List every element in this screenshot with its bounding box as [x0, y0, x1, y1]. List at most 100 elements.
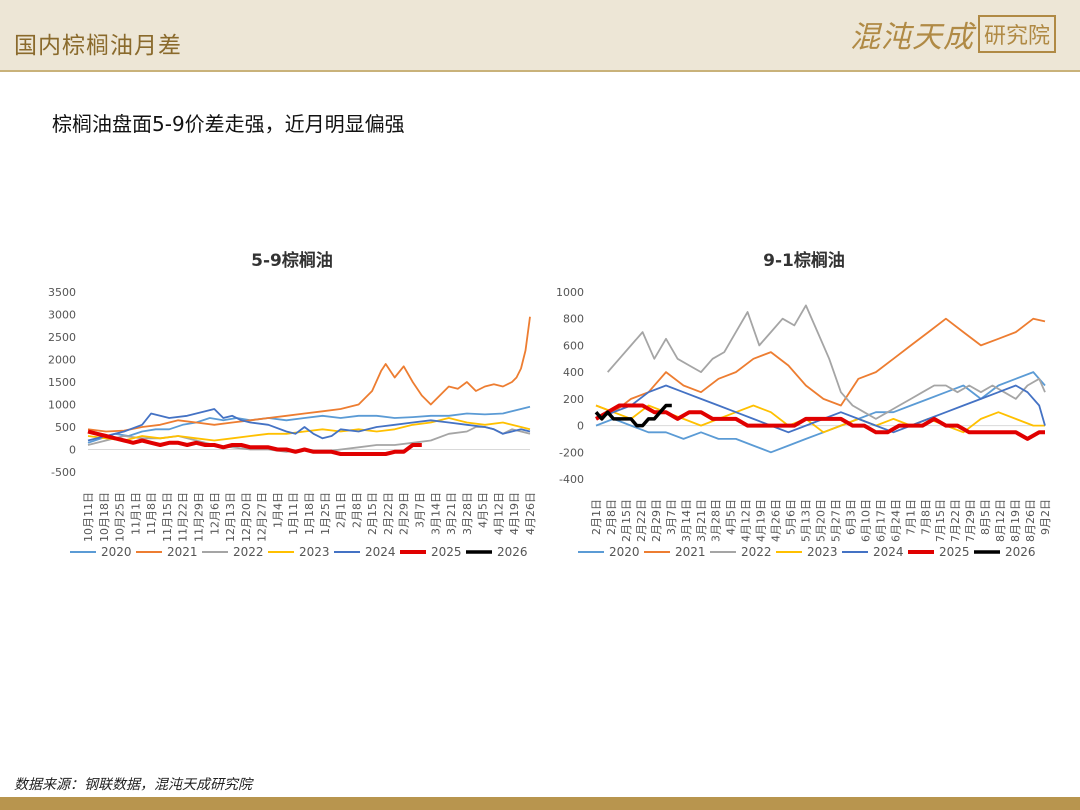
- y-tick-label: 400: [563, 366, 584, 379]
- y-tick-label: 1000: [48, 399, 76, 412]
- y-tick-label: -200: [559, 446, 584, 459]
- x-tick-label: 3月21日: [695, 499, 708, 542]
- x-tick-label: 12月20日: [240, 492, 253, 542]
- legend-label-2021: 2021: [167, 545, 198, 559]
- y-tick-label: 0: [577, 420, 584, 433]
- series-line-2021: [595, 317, 1046, 414]
- x-tick-label: 2月15日: [620, 499, 633, 542]
- x-tick-label: 9月2日: [1039, 499, 1052, 535]
- legend-label-2021: 2021: [675, 545, 706, 559]
- logo-script-text: 混沌天成: [849, 20, 974, 55]
- data-source-note: 数据来源：钢联数据，混沌天成研究院: [14, 777, 252, 793]
- x-tick-label: 11月22日: [177, 492, 190, 542]
- x-tick-label: 2月8日: [605, 499, 618, 535]
- x-tick-label: 8月26日: [1024, 499, 1037, 542]
- legend-label-2023: 2023: [807, 545, 838, 559]
- x-tick-label: 7月8日: [919, 499, 932, 535]
- legend-label-2026: 2026: [497, 545, 528, 559]
- x-tick-label: 2月15日: [366, 492, 379, 535]
- x-tick-label: 4月5日: [477, 492, 490, 528]
- x-tick-label: 11月1日: [129, 492, 142, 535]
- legend-label-2025: 2025: [939, 545, 970, 559]
- y-tick-label: 1000: [556, 286, 584, 299]
- x-tick-label: 2月22日: [635, 499, 648, 542]
- x-tick-label: 3月28日: [710, 499, 723, 542]
- legend-label-2024: 2024: [365, 545, 396, 559]
- x-tick-label: 7月1日: [904, 499, 917, 535]
- x-tick-label: 1月18日: [303, 492, 316, 535]
- x-tick-label: 5月6日: [785, 499, 798, 535]
- x-tick-label: 10月18日: [98, 492, 111, 542]
- x-tick-label: 2月29日: [398, 492, 411, 535]
- x-tick-label: 2月1日: [335, 492, 348, 528]
- series-line-2022: [607, 304, 1046, 420]
- legend-label-2023: 2023: [299, 545, 330, 559]
- y-tick-label: 3000: [48, 309, 76, 322]
- y-tick-label: 200: [563, 393, 584, 406]
- y-tick-label: 800: [563, 313, 584, 326]
- legend-label-2022: 2022: [741, 545, 772, 559]
- slide-subtitle: 棕榈油盘面5-9价差走强，近月明显偏强: [52, 112, 405, 136]
- x-tick-label: 4月26日: [524, 492, 537, 535]
- x-tick-label: 11月15日: [161, 492, 174, 542]
- series-line-2021: [87, 316, 531, 433]
- header-bar: 国内棕榈油月差 混沌天成 研究院: [0, 0, 1080, 70]
- x-tick-label: 7月22日: [949, 499, 962, 542]
- x-tick-label: 3月14日: [680, 499, 693, 542]
- x-tick-label: 11月8日: [145, 492, 158, 535]
- x-tick-label: 4月5日: [725, 499, 738, 535]
- x-tick-label: 8月5日: [979, 499, 992, 535]
- legend-label-2025: 2025: [431, 545, 462, 559]
- y-tick-label: 0: [69, 444, 76, 457]
- x-tick-label: 11月29日: [193, 492, 206, 542]
- x-tick-label: 2月22日: [382, 492, 395, 535]
- x-tick-label: 7月15日: [934, 499, 947, 542]
- x-tick-label: 1月4日: [271, 492, 284, 528]
- x-tick-label: 1月11日: [287, 492, 300, 535]
- y-tick-label: 2000: [48, 354, 76, 367]
- x-tick-label: 4月12日: [740, 499, 753, 542]
- x-tick-label: 3月7日: [414, 492, 427, 528]
- x-tick-label: 6月3日: [844, 499, 857, 535]
- y-tick-label: 600: [563, 339, 584, 352]
- x-tick-label: 3月28日: [461, 492, 474, 535]
- x-tick-label: 12月13日: [224, 492, 237, 542]
- legend-label-2026: 2026: [1005, 545, 1036, 559]
- series-line-2026: [594, 403, 672, 428]
- x-tick-label: 8月12日: [994, 499, 1007, 542]
- y-tick-label: 3500: [48, 286, 76, 299]
- footer-bar: [0, 797, 1080, 810]
- legend-label-2022: 2022: [233, 545, 264, 559]
- y-tick-label: 2500: [48, 331, 76, 344]
- y-tick-label: 1500: [48, 376, 76, 389]
- x-tick-label: 1月25日: [319, 492, 332, 535]
- series-line-2024: [595, 384, 1046, 434]
- x-tick-label: 3月7日: [665, 499, 678, 535]
- x-tick-label: 6月10日: [859, 499, 872, 542]
- y-tick-label: -400: [559, 473, 584, 486]
- series-line-2025: [87, 429, 422, 456]
- x-tick-label: 2月1日: [590, 499, 603, 535]
- x-tick-label: 6月17日: [874, 499, 887, 542]
- x-tick-label: 7月29日: [964, 499, 977, 542]
- brand-logo: 混沌天成 研究院: [849, 14, 1056, 55]
- chart-1: 5-9棕榈油 -500 0 500 1000 1500 2000 2500 3000 3500 10…: [48, 250, 537, 559]
- y-tick-label: -500: [51, 466, 76, 479]
- x-tick-label: 10月25日: [114, 492, 127, 542]
- x-tick-label: 4月12日: [492, 492, 505, 535]
- legend-label-2024: 2024: [873, 545, 904, 559]
- page-title: 国内棕榈油月差: [14, 33, 182, 59]
- x-tick-label: 5月20日: [815, 499, 828, 542]
- y-tick-label: 500: [55, 421, 76, 434]
- header-divider: [0, 70, 1080, 72]
- x-tick-label: 12月27日: [256, 492, 269, 542]
- x-tick-label: 3月14日: [429, 492, 442, 535]
- x-tick-label: 5月13日: [800, 499, 813, 542]
- x-tick-label: 3月21日: [445, 492, 458, 535]
- series-line-2020: [87, 405, 531, 444]
- x-tick-label: 2月29日: [650, 499, 663, 542]
- series-line-2025: [595, 403, 1045, 441]
- series-line-2024: [87, 408, 531, 442]
